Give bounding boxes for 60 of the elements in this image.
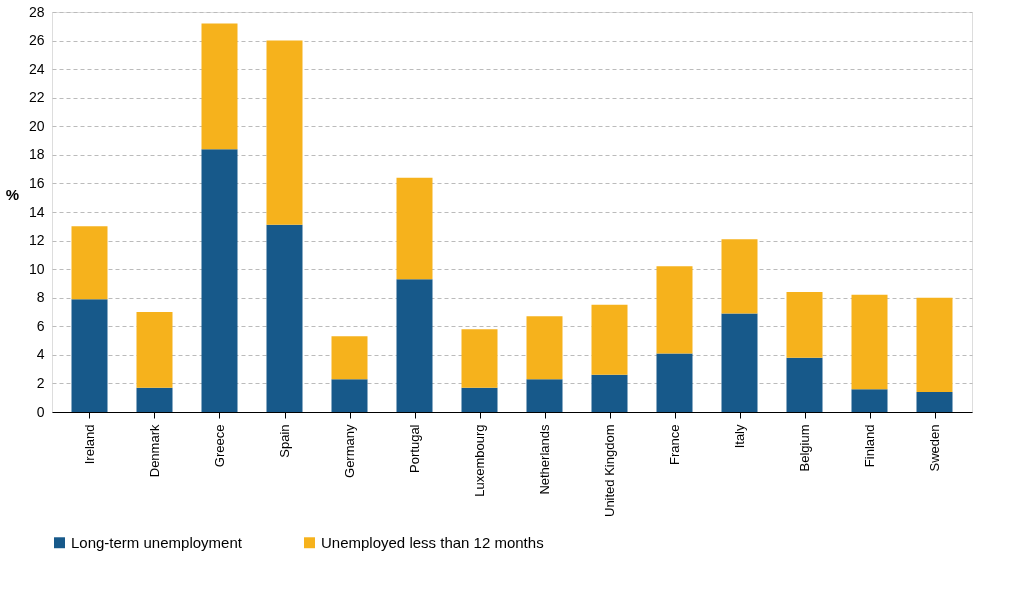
- bar: [396, 279, 433, 412]
- y-tick-label: 22: [28, 89, 45, 106]
- y-tick-label: 8: [36, 289, 45, 306]
- bar: [396, 177, 433, 280]
- bar: [656, 353, 693, 412]
- bar: [71, 226, 108, 300]
- x-tick-label: Sweden: [927, 424, 942, 472]
- y-tick-label: 14: [28, 203, 45, 220]
- bar: [851, 294, 888, 390]
- bar: [266, 224, 303, 412]
- bar: [331, 379, 368, 412]
- x-tick-label: Denmark: [147, 424, 162, 478]
- bar: [461, 387, 498, 412]
- bar: [136, 312, 173, 388]
- bar: [461, 329, 498, 388]
- x-tick-label: Germany: [342, 424, 357, 478]
- x-tick-label: France: [667, 424, 682, 465]
- y-tick-label: 6: [36, 317, 45, 334]
- legend-label: Unemployed less than 12 months: [321, 533, 544, 551]
- x-tick-label: Greece: [212, 424, 227, 468]
- bar: [201, 149, 238, 412]
- x-tick-label: Belgium: [797, 424, 812, 472]
- x-tick-label: Portugal: [407, 424, 422, 473]
- x-tick-label: Finland: [862, 424, 877, 468]
- bar: [591, 374, 628, 412]
- y-tick-label: 10: [28, 260, 45, 277]
- bar: [201, 23, 238, 150]
- y-tick-label: 0: [36, 403, 45, 420]
- bar: [331, 336, 368, 380]
- y-tick-label: 4: [36, 346, 45, 363]
- y-axis-title: %: [5, 185, 20, 203]
- bar: [656, 266, 693, 354]
- x-tick-label: Luxembourg: [472, 424, 487, 497]
- y-tick-label: 18: [28, 146, 45, 163]
- bar: [266, 40, 303, 225]
- bar: [526, 379, 563, 412]
- bar: [526, 316, 563, 380]
- bar: [721, 313, 758, 412]
- bar: [136, 387, 173, 412]
- bar: [851, 389, 888, 412]
- y-tick-label: 12: [28, 232, 45, 249]
- x-tick-label: Spain: [277, 424, 292, 458]
- bar: [786, 292, 823, 358]
- bar: [786, 357, 823, 412]
- bar: [916, 297, 953, 392]
- bar: [591, 304, 628, 375]
- bar: [721, 239, 758, 314]
- y-tick-label: 20: [28, 117, 45, 134]
- x-tick-label: Italy: [732, 424, 747, 449]
- y-tick-label: 26: [28, 32, 45, 49]
- x-tick-label: United Kingdom: [602, 424, 617, 517]
- bar: [916, 392, 953, 412]
- bar: [71, 299, 108, 412]
- y-tick-label: 24: [28, 60, 45, 77]
- x-tick-label: Ireland: [82, 424, 97, 465]
- y-tick-label: 2: [36, 374, 45, 391]
- y-tick-label: 16: [28, 174, 45, 191]
- y-tick-label: 28: [28, 3, 45, 20]
- legend-label: Long-term unemployment: [71, 533, 243, 551]
- x-tick-label: Netherlands: [537, 424, 552, 495]
